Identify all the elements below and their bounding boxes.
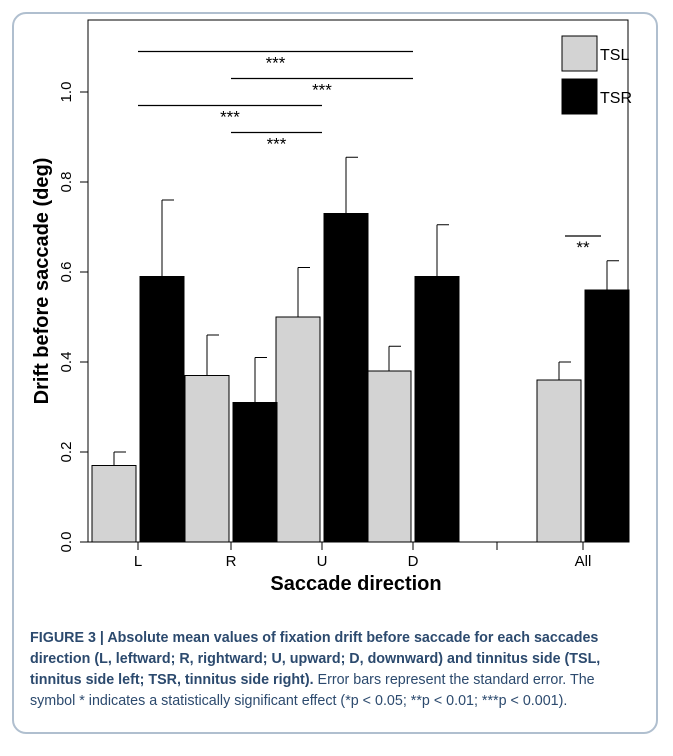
x-tick-label: D	[408, 553, 419, 570]
x-tick-label: U	[317, 553, 328, 570]
y-tick-label: 0.6	[58, 262, 75, 283]
x-tick-label: All	[575, 553, 592, 570]
significance-label: ***	[266, 54, 286, 73]
x-axis-label: Saccade direction	[270, 573, 441, 595]
y-axis-label: Drift before saccade (deg)	[31, 158, 53, 405]
y-tick-label: 0.8	[58, 172, 75, 193]
bar-tsl	[536, 379, 582, 543]
y-tick-label: 0.0	[58, 532, 75, 553]
significance-label: ***	[312, 81, 332, 100]
bar-tsl	[366, 370, 412, 543]
figure-frame	[12, 12, 658, 734]
significance-label: ***	[220, 108, 240, 127]
significance-label: ***	[267, 135, 287, 154]
y-tick-label: 0.2	[58, 442, 75, 463]
bar-tsr	[584, 289, 630, 543]
legend-swatch-tsl	[561, 35, 598, 72]
bar-tsl	[184, 375, 230, 543]
legend-label-tsl: TSL	[600, 47, 629, 64]
legend-swatch-tsr	[561, 78, 598, 115]
bar-tsl	[275, 316, 321, 543]
y-tick-label: 0.4	[58, 352, 75, 373]
caption-text: Error bars represent the standard error.…	[30, 672, 595, 709]
bar-chart: 0.0 0.2 0.4 0.6 0.8 1.0 Drift before saccade (…	[31, 19, 632, 595]
significance-label: **	[576, 238, 590, 257]
bar-tsr	[323, 213, 369, 543]
legend-label-tsr: TSR	[600, 90, 632, 107]
bar-tsl	[91, 465, 137, 543]
bar-tsr	[232, 402, 278, 543]
x-tick-label: L	[134, 553, 142, 570]
bar-tsr	[139, 276, 185, 543]
caption-title: FIGURE 3 | Absolute mean values of fixat…	[30, 630, 601, 688]
y-tick-label: 1.0	[58, 82, 75, 103]
bar-tsr	[414, 276, 460, 543]
x-tick-label: R	[226, 553, 237, 570]
figure-caption: FIGURE 3 | Absolute mean values of fixat…	[30, 628, 630, 712]
